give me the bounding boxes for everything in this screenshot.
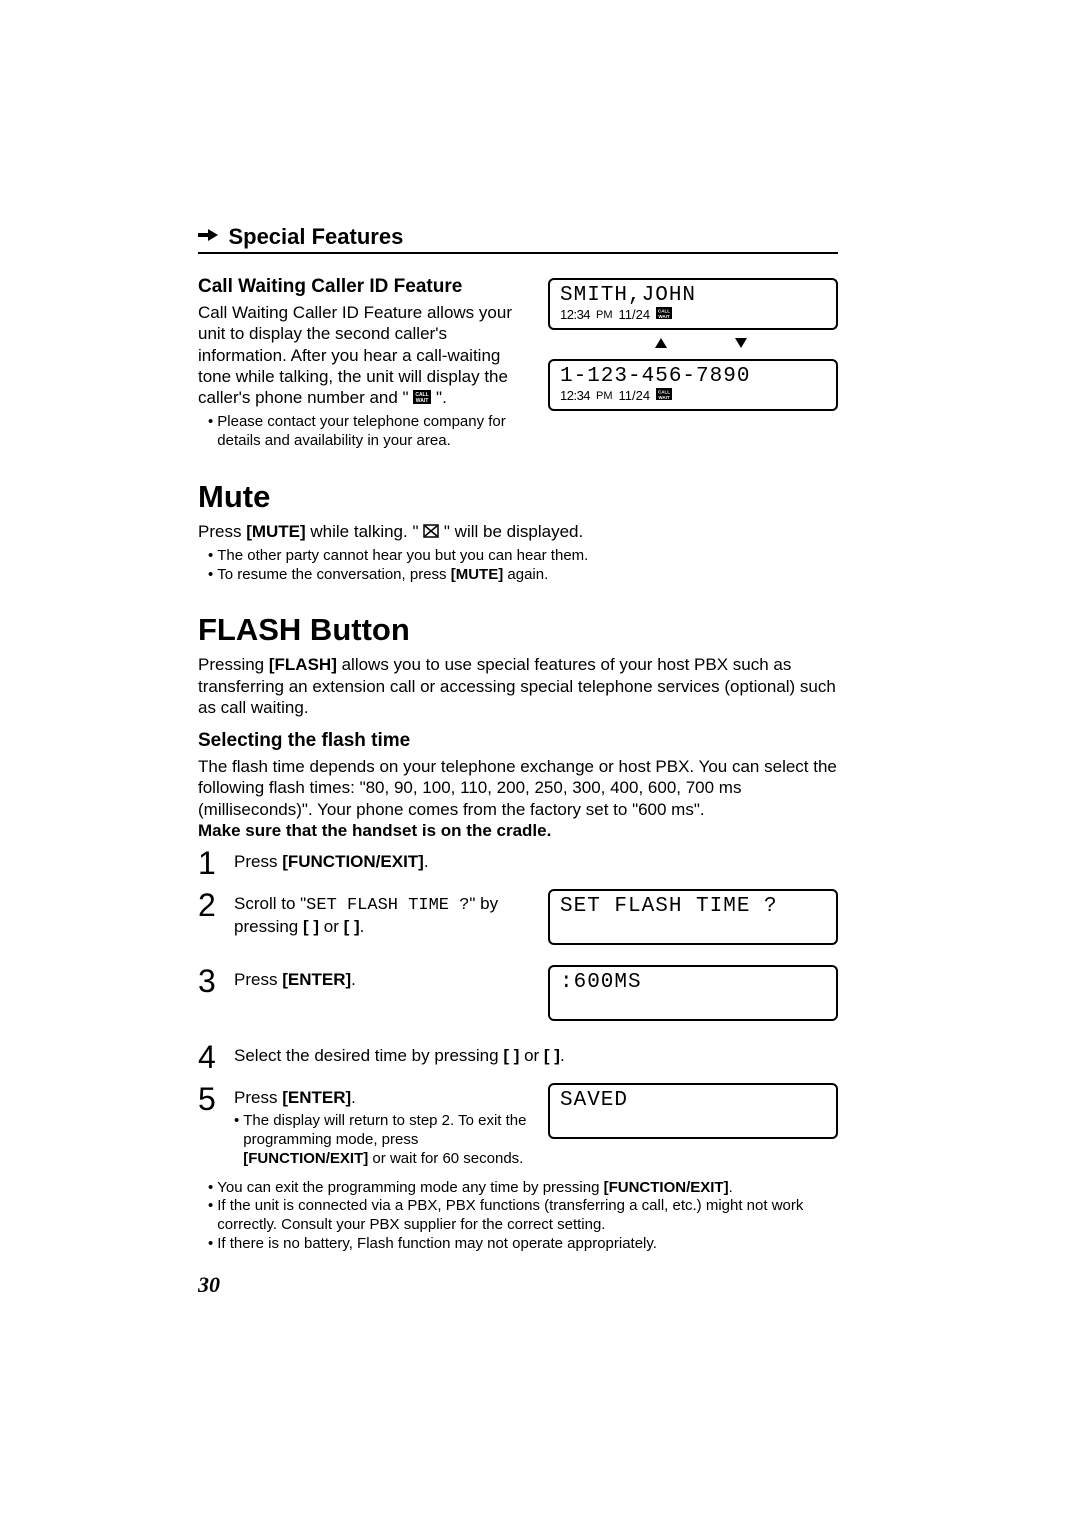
step-text: Scroll to "SET FLASH TIME ?" by pressing… <box>234 889 536 938</box>
note-text: If there is no battery, Flash function m… <box>217 1235 657 1254</box>
mute-icon <box>423 522 439 543</box>
arrow-indicators <box>548 334 838 357</box>
flash-subtitle: Selecting the flash time <box>198 730 838 752</box>
step-text: Press [ENTER]. <box>234 965 536 990</box>
lcd-status-line: 12:34 PM 11/24 CALLWAIT <box>560 388 826 403</box>
lcd-caller-name: SMITH,JOHN 12:34 PM 11/24 CALLWAIT <box>548 278 838 330</box>
caller-id-displays: SMITH,JOHN 12:34 PM11/24 CALLWAIT 1-123-… <box>548 264 838 451</box>
flash-steps: 1 Press [FUNCTION/EXIT]. 2 Scroll to "SE… <box>198 847 838 1169</box>
step-1: 1 Press [FUNCTION/EXIT]. <box>198 847 838 879</box>
flash-sub-paragraph: The flash time depends on your telephone… <box>198 756 838 820</box>
note-text: You can exit the programming mode any ti… <box>217 1179 733 1198</box>
lcd-text: SET FLASH TIME ? <box>560 895 826 918</box>
arrow-right-icon <box>198 228 218 247</box>
lcd-text: SAVED <box>560 1089 826 1112</box>
header-title: Special Features <box>228 224 403 250</box>
note-text: Please contact your telephone company fo… <box>217 413 538 451</box>
step-text: Press [ENTER]. •The display will return … <box>234 1083 536 1169</box>
step-3: 3 Press [ENTER]. :600MS <box>198 965 838 1031</box>
date: 11/24 <box>619 388 651 403</box>
flash-sub-bold: Make sure that the handset is on the cra… <box>198 820 838 841</box>
lcd-caller-number: 1-123-456-7890 12:34 PM 11/24 CALLWAIT <box>548 359 838 411</box>
step-number: 4 <box>198 1041 222 1073</box>
note-text: The other party cannot hear you but you … <box>217 547 588 566</box>
mute-key: [MUTE] <box>246 522 305 541</box>
date: 11/24 <box>619 307 651 322</box>
svg-text:CALL: CALL <box>658 309 670 314</box>
time: 12:34 <box>560 388 590 403</box>
ampm: PM <box>596 309 613 321</box>
call-waiting-section: Call Waiting Caller ID Feature Call Wait… <box>198 264 838 451</box>
caller-name: SMITH,JOHN <box>560 284 826 307</box>
lcd-saved: SAVED <box>548 1083 838 1139</box>
caller-number: 1-123-456-7890 <box>560 365 826 388</box>
time: 12:34 <box>560 307 590 322</box>
flash-footer-notes: •You can exit the programming mode any t… <box>198 1179 838 1254</box>
step-text: Select the desired time by pressing [ ] … <box>234 1041 838 1066</box>
flash-title: FLASH Button <box>198 612 838 648</box>
step-number: 5 <box>198 1083 222 1115</box>
lcd-text: :600MS <box>560 971 826 994</box>
call-waiting-title: Call Waiting Caller ID Feature <box>198 276 538 298</box>
svg-text:CALL: CALL <box>658 390 670 395</box>
flash-paragraph: Pressing [FLASH] allows you to use speci… <box>198 654 838 718</box>
mute-title: Mute <box>198 479 838 515</box>
note-text: The display will return to step 2. To ex… <box>243 1112 536 1168</box>
call-wait-icon: CALLWAIT <box>656 307 672 322</box>
note-text: If the unit is connected via a PBX, PBX … <box>217 1197 838 1235</box>
step-2: 2 Scroll to "SET FLASH TIME ?" by pressi… <box>198 889 838 955</box>
mute-notes: •The other party cannot hear you but you… <box>198 547 838 585</box>
step-number: 3 <box>198 965 222 997</box>
ampm: PM <box>596 390 613 402</box>
svg-text:WAIT: WAIT <box>416 398 429 404</box>
manual-page: Special Features Call Waiting Caller ID … <box>198 224 838 1298</box>
call-waiting-paragraph: Call Waiting Caller ID Feature allows yo… <box>198 302 538 409</box>
flash-key: [FLASH] <box>269 655 337 674</box>
lcd-status-line: 12:34 PM 11/24 CALLWAIT <box>560 307 826 322</box>
step-5: 5 Press [ENTER]. •The display will retur… <box>198 1083 838 1169</box>
step-number: 1 <box>198 847 222 879</box>
lcd-600ms: :600MS <box>548 965 838 1021</box>
mute-paragraph: Press [MUTE] while talking. " " will be … <box>198 521 838 543</box>
lcd-set-flash: SET FLASH TIME ? <box>548 889 838 945</box>
call-wait-icon: CALLWAIT <box>413 388 431 409</box>
call-wait-icon: CALLWAIT <box>656 388 672 403</box>
step-text: Press [FUNCTION/EXIT]. <box>234 847 838 872</box>
svg-text:WAIT: WAIT <box>659 314 670 319</box>
note-text: To resume the conversation, press [MUTE]… <box>217 566 548 585</box>
page-number: 30 <box>198 1272 838 1298</box>
page-header: Special Features <box>198 224 838 254</box>
step-number: 2 <box>198 889 222 921</box>
call-waiting-notes: •Please contact your telephone company f… <box>198 413 538 451</box>
step-4: 4 Select the desired time by pressing [ … <box>198 1041 838 1073</box>
svg-text:WAIT: WAIT <box>659 395 670 400</box>
